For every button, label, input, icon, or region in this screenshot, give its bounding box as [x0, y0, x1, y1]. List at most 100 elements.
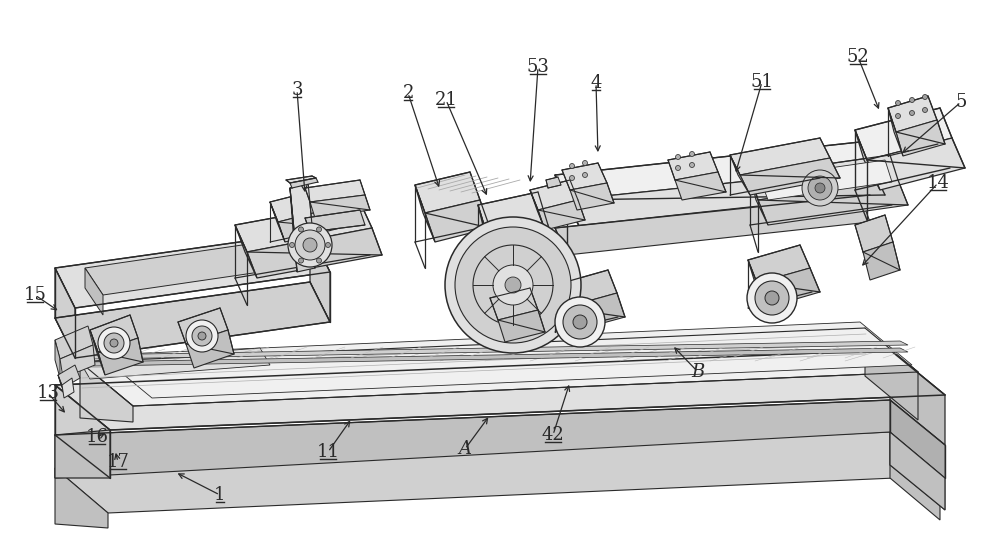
Polygon shape: [562, 163, 607, 190]
Polygon shape: [286, 176, 316, 183]
Polygon shape: [85, 341, 908, 359]
Circle shape: [690, 152, 694, 156]
Circle shape: [747, 273, 797, 323]
Polygon shape: [530, 190, 545, 230]
Polygon shape: [80, 362, 133, 422]
Circle shape: [563, 305, 597, 339]
Polygon shape: [888, 96, 937, 132]
Polygon shape: [855, 215, 893, 252]
Polygon shape: [890, 432, 940, 520]
Polygon shape: [425, 200, 490, 242]
Polygon shape: [555, 195, 870, 255]
Circle shape: [473, 245, 553, 325]
Polygon shape: [85, 238, 308, 295]
Polygon shape: [478, 205, 498, 272]
Polygon shape: [55, 430, 110, 478]
Polygon shape: [58, 365, 80, 388]
Circle shape: [582, 173, 588, 178]
Polygon shape: [178, 308, 228, 344]
Text: 53: 53: [527, 58, 549, 76]
Polygon shape: [90, 315, 138, 352]
Circle shape: [192, 326, 212, 346]
Polygon shape: [55, 468, 108, 528]
Polygon shape: [748, 245, 810, 283]
Polygon shape: [890, 400, 945, 478]
Circle shape: [910, 111, 914, 116]
Circle shape: [104, 333, 124, 353]
Polygon shape: [750, 155, 898, 200]
Circle shape: [445, 217, 581, 353]
Circle shape: [815, 183, 825, 193]
Polygon shape: [890, 432, 945, 510]
Polygon shape: [488, 225, 558, 272]
Polygon shape: [730, 155, 750, 195]
Circle shape: [198, 332, 206, 340]
Polygon shape: [55, 268, 75, 358]
Polygon shape: [415, 185, 435, 242]
Text: 11: 11: [316, 443, 340, 461]
Circle shape: [298, 227, 304, 232]
Polygon shape: [890, 432, 945, 510]
Polygon shape: [740, 158, 840, 195]
Circle shape: [98, 327, 130, 359]
Circle shape: [303, 238, 317, 252]
Polygon shape: [55, 232, 330, 308]
Circle shape: [910, 98, 914, 102]
Polygon shape: [290, 188, 297, 272]
Polygon shape: [888, 108, 903, 156]
Polygon shape: [62, 378, 74, 398]
Polygon shape: [668, 152, 718, 180]
Polygon shape: [235, 225, 257, 278]
Polygon shape: [58, 375, 65, 395]
Circle shape: [802, 170, 838, 206]
Polygon shape: [55, 340, 60, 378]
Polygon shape: [570, 183, 614, 210]
Polygon shape: [270, 188, 333, 222]
Text: 21: 21: [435, 91, 457, 109]
Circle shape: [298, 258, 304, 263]
Text: 51: 51: [751, 73, 773, 91]
Polygon shape: [490, 288, 538, 320]
Circle shape: [896, 113, 900, 118]
Polygon shape: [310, 195, 370, 218]
Circle shape: [896, 100, 900, 106]
Polygon shape: [55, 432, 940, 513]
Circle shape: [288, 223, 332, 267]
Polygon shape: [890, 350, 945, 445]
Polygon shape: [80, 328, 918, 406]
Text: 13: 13: [36, 384, 60, 402]
Text: 16: 16: [86, 428, 108, 446]
Polygon shape: [55, 400, 890, 478]
Polygon shape: [478, 192, 548, 238]
Polygon shape: [90, 330, 105, 375]
Polygon shape: [80, 348, 270, 379]
Polygon shape: [855, 130, 880, 190]
Polygon shape: [748, 260, 765, 308]
Polygon shape: [867, 138, 965, 190]
Polygon shape: [498, 310, 545, 342]
Circle shape: [808, 176, 832, 200]
Polygon shape: [85, 268, 103, 315]
Circle shape: [110, 339, 118, 347]
Polygon shape: [865, 328, 918, 420]
Polygon shape: [567, 168, 885, 228]
Polygon shape: [758, 180, 908, 225]
Circle shape: [570, 164, 574, 168]
Polygon shape: [294, 225, 315, 272]
Polygon shape: [555, 175, 580, 228]
Text: B: B: [691, 363, 705, 381]
Polygon shape: [85, 348, 908, 366]
Polygon shape: [760, 160, 892, 200]
Polygon shape: [757, 268, 820, 308]
Polygon shape: [555, 270, 617, 308]
Text: 1: 1: [214, 486, 226, 504]
Polygon shape: [855, 108, 952, 160]
Polygon shape: [530, 180, 578, 210]
Circle shape: [455, 227, 571, 343]
Polygon shape: [100, 322, 912, 398]
Polygon shape: [896, 120, 945, 156]
Polygon shape: [555, 285, 570, 332]
Polygon shape: [60, 345, 95, 378]
Text: 5: 5: [955, 93, 967, 111]
Text: 52: 52: [847, 48, 869, 66]
